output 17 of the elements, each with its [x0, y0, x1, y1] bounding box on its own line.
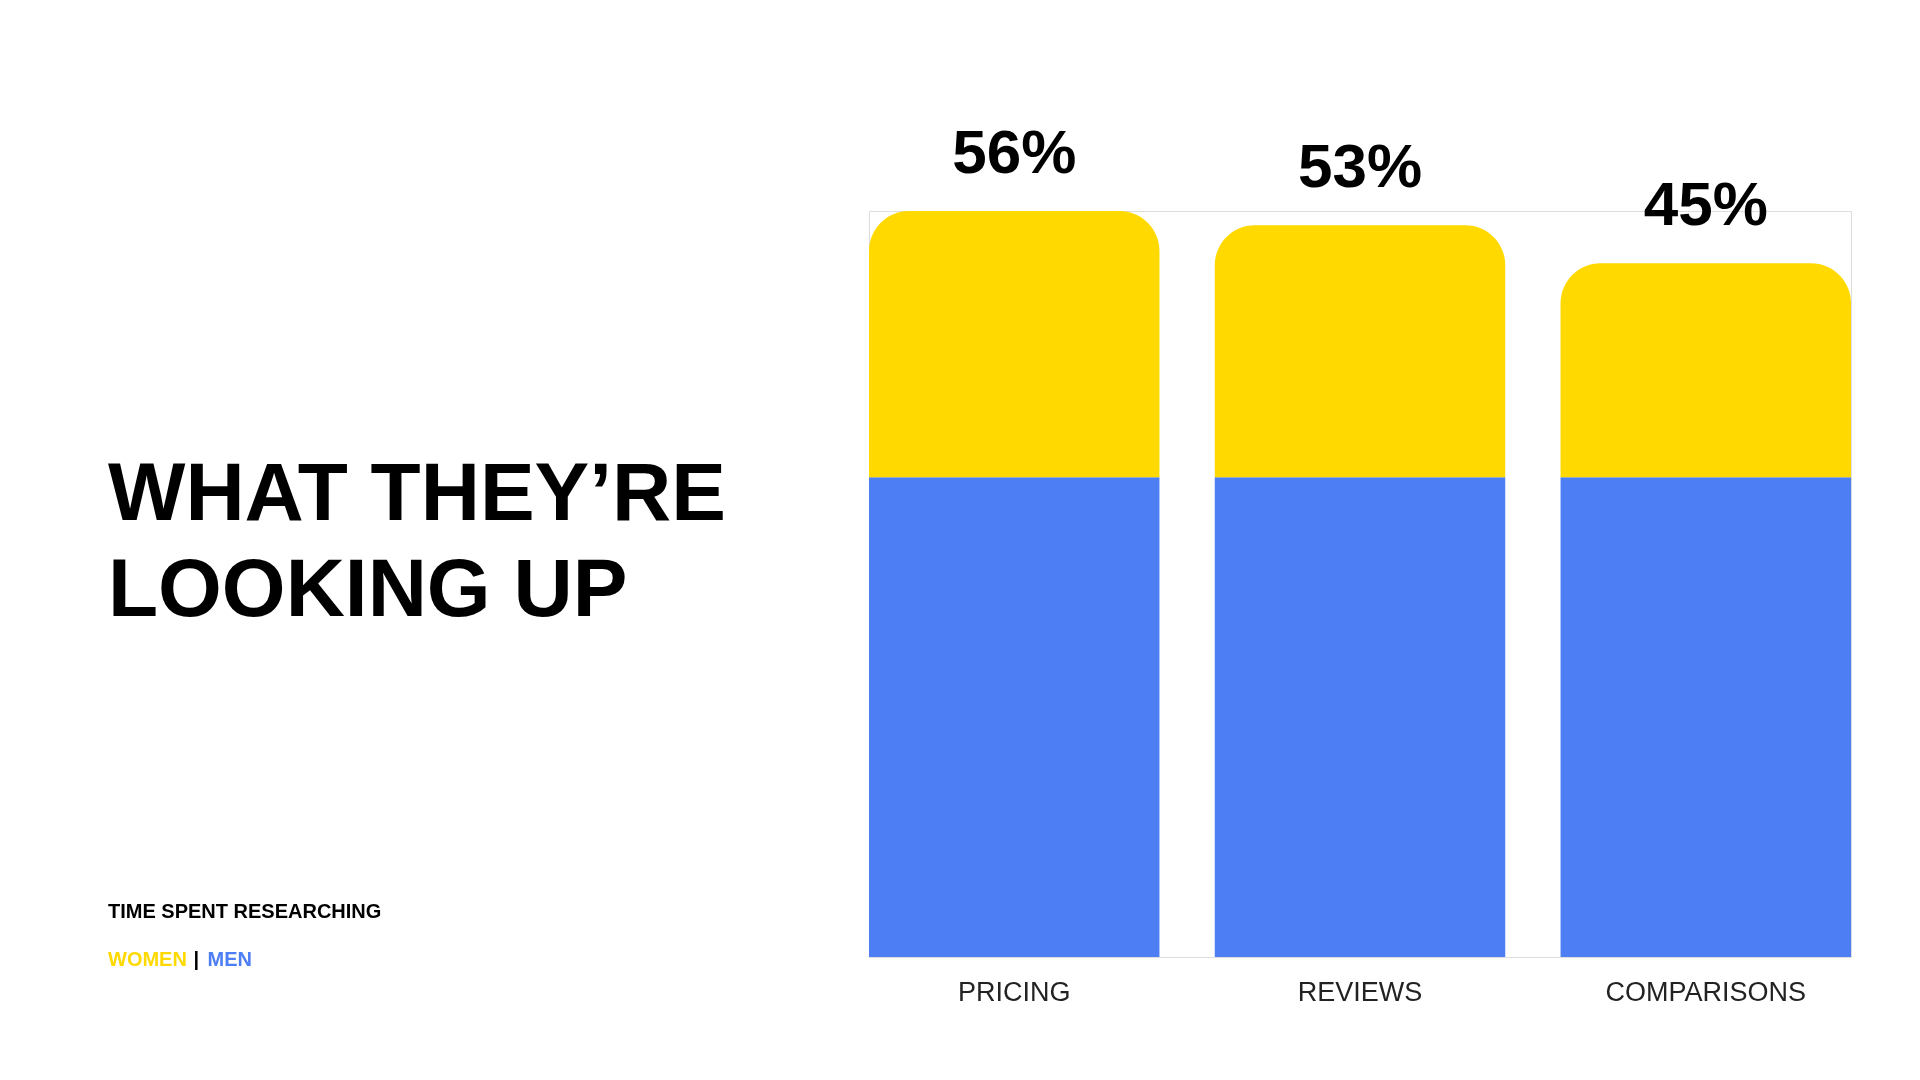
bar: [869, 477, 1160, 957]
x-tick-label: COMPARISONS: [1605, 976, 1807, 1007]
bar: [1214, 477, 1506, 957]
bar: [1560, 477, 1851, 957]
bar: [1214, 225, 1506, 478]
text: WOMEN: [108, 948, 187, 970]
legend-title: TIME SPENT RESEARCHING: [108, 900, 382, 922]
text: WHAT THEY’RE LOOKING UP: [108, 446, 727, 633]
bar: [869, 211, 1160, 478]
bar: [1560, 263, 1851, 478]
text: MEN: [207, 948, 252, 970]
annotation: 45%: [1643, 169, 1768, 239]
x-tick-label: REVIEWS: [1297, 976, 1423, 1007]
annotation: 53%: [1297, 131, 1423, 201]
text: |: [193, 948, 200, 970]
annotation: 56%: [952, 117, 1077, 186]
x-tick-label: PRICING: [957, 976, 1071, 1007]
